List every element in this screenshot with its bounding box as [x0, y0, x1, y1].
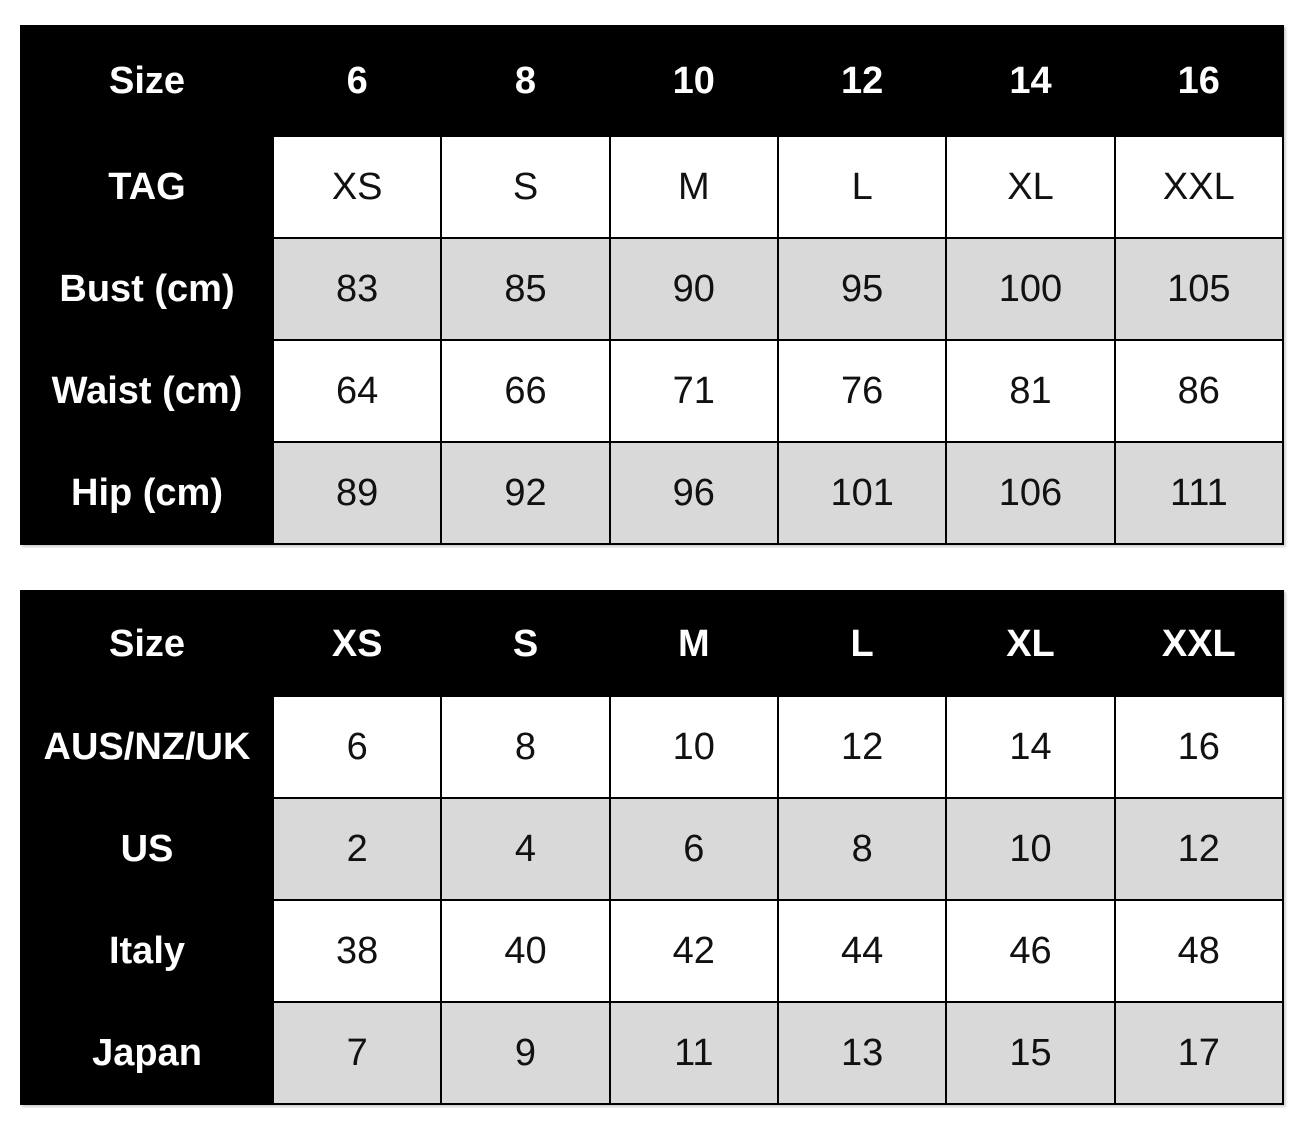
table-cell: 64	[271, 339, 443, 443]
table-cell: 8	[440, 695, 611, 799]
header-cell-size: Size	[20, 590, 274, 697]
table-cell: 12	[776, 695, 948, 799]
header-cell: S	[440, 590, 611, 697]
table-cell: 6	[271, 695, 443, 799]
table-cell: 12	[1113, 797, 1285, 901]
table-cell: 40	[440, 899, 611, 1003]
table-row-aus-nz-uk: AUS/NZ/UK 6 8 10 12 14 16	[20, 695, 1285, 799]
table-cell: 81	[945, 339, 1116, 443]
header-cell: L	[776, 590, 948, 697]
row-label-cell: TAG	[20, 135, 274, 239]
table-cell: M	[608, 135, 779, 239]
table-cell: 66	[440, 339, 611, 443]
header-cell-size: Size	[20, 25, 274, 137]
row-label-cell: Waist (cm)	[20, 339, 274, 443]
row-label-cell: Italy	[20, 899, 274, 1003]
table-cell: 89	[271, 441, 443, 545]
header-cell: M	[608, 590, 779, 697]
table-cell: 92	[440, 441, 611, 545]
table-cell: 96	[608, 441, 779, 545]
table-cell: XS	[271, 135, 443, 239]
table-cell: 7	[271, 1001, 443, 1105]
header-cell: 12	[776, 25, 948, 137]
table-cell: XXL	[1113, 135, 1285, 239]
table-cell: S	[440, 135, 611, 239]
table-cell: 11	[608, 1001, 779, 1105]
table-cell: 17	[1113, 1001, 1285, 1105]
table-cell: 42	[608, 899, 779, 1003]
header-cell: XXL	[1113, 590, 1285, 697]
table-cell: 16	[1113, 695, 1285, 799]
size-conversion-table: Size XS S M L XL XXL AUS/NZ/UK 6 8 10 12…	[20, 590, 1285, 1105]
table-cell: 46	[945, 899, 1116, 1003]
table-cell: 13	[776, 1001, 948, 1105]
table-cell: 83	[271, 237, 443, 341]
table-cell: 111	[1113, 441, 1285, 545]
measurements-header-row: Size 6 8 10 12 14 16	[20, 25, 1285, 137]
table-cell: 6	[608, 797, 779, 901]
table-cell: 101	[776, 441, 948, 545]
header-cell: 16	[1113, 25, 1285, 137]
table-row-hip: Hip (cm) 89 92 96 101 106 111	[20, 441, 1285, 545]
conversion-header-row: Size XS S M L XL XXL	[20, 590, 1285, 697]
table-cell: L	[776, 135, 948, 239]
table-cell: 8	[776, 797, 948, 901]
table-cell: 95	[776, 237, 948, 341]
table-cell: 14	[945, 695, 1116, 799]
row-label-cell: Japan	[20, 1001, 274, 1105]
row-label-cell: AUS/NZ/UK	[20, 695, 274, 799]
table-cell: 4	[440, 797, 611, 901]
table-cell: 48	[1113, 899, 1285, 1003]
table-cell: 15	[945, 1001, 1116, 1105]
header-cell: 10	[608, 25, 779, 137]
table-cell: 76	[776, 339, 948, 443]
table-cell: 2	[271, 797, 443, 901]
row-label-cell: Bust (cm)	[20, 237, 274, 341]
table-row-italy: Italy 38 40 42 44 46 48	[20, 899, 1285, 1003]
table-cell: 71	[608, 339, 779, 443]
header-cell: XL	[945, 590, 1116, 697]
table-cell: 44	[776, 899, 948, 1003]
table-cell: 38	[271, 899, 443, 1003]
size-measurements-table: Size 6 8 10 12 14 16 TAG XS S M L XL XXL…	[20, 25, 1285, 545]
header-cell: 6	[271, 25, 443, 137]
table-cell: 106	[945, 441, 1116, 545]
table-row-tag: TAG XS S M L XL XXL	[20, 135, 1285, 239]
table-cell: 105	[1113, 237, 1285, 341]
header-cell: 8	[440, 25, 611, 137]
table-cell: 9	[440, 1001, 611, 1105]
table-cell: 90	[608, 237, 779, 341]
table-cell: 10	[945, 797, 1116, 901]
row-label-cell: Hip (cm)	[20, 441, 274, 545]
table-cell: 100	[945, 237, 1116, 341]
table-cell: 86	[1113, 339, 1285, 443]
header-cell: 14	[945, 25, 1116, 137]
table-row-bust: Bust (cm) 83 85 90 95 100 105	[20, 237, 1285, 341]
table-row-waist: Waist (cm) 64 66 71 76 81 86	[20, 339, 1285, 443]
table-cell: 10	[608, 695, 779, 799]
row-label-cell: US	[20, 797, 274, 901]
table-cell: XL	[945, 135, 1116, 239]
header-cell: XS	[271, 590, 443, 697]
table-row-japan: Japan 7 9 11 13 15 17	[20, 1001, 1285, 1105]
table-cell: 85	[440, 237, 611, 341]
table-row-us: US 2 4 6 8 10 12	[20, 797, 1285, 901]
